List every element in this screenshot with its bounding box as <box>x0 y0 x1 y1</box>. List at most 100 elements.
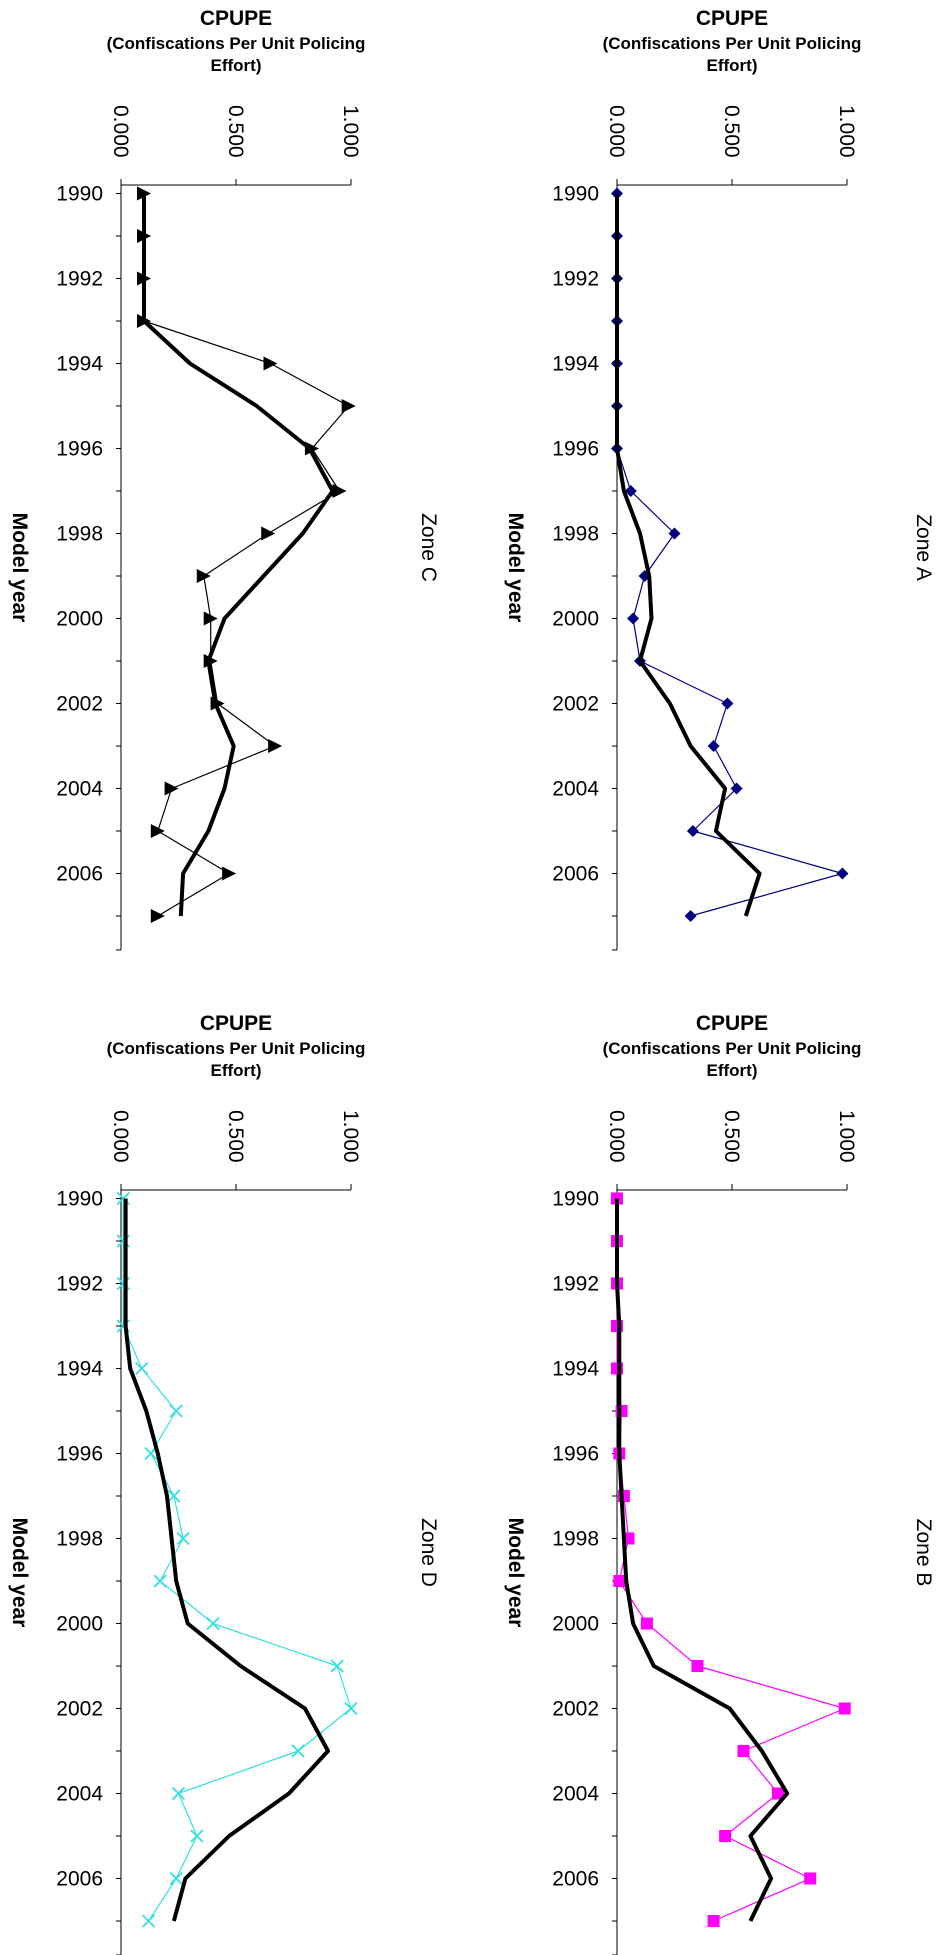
data-point-marker <box>668 527 681 540</box>
cpupe-tick-label: 1.000 <box>835 1110 858 1163</box>
year-tick-label: 2002 <box>56 1698 103 1721</box>
year-tick-label: 1990 <box>56 183 103 206</box>
data-point-marker <box>196 569 211 583</box>
year-tick-label: 1992 <box>552 268 599 291</box>
year-tick-label: 1996 <box>552 1443 599 1466</box>
data-point-marker <box>332 484 347 498</box>
year-axis-title: Model year <box>504 1518 527 1628</box>
data-point-marker <box>684 910 697 922</box>
zone-label: Zone D <box>417 1518 440 1587</box>
data-point-marker <box>721 697 734 710</box>
data-point-marker <box>624 485 637 497</box>
data-point-marker <box>167 1489 181 1503</box>
data-point-marker <box>206 1616 220 1631</box>
cpupe-axis-title: CPUPE <box>200 1012 272 1035</box>
year-tick-label: 1998 <box>56 1528 103 1551</box>
year-tick-label: 1990 <box>552 183 599 206</box>
year-tick-label: 1994 <box>552 353 599 376</box>
data-point-marker <box>613 1575 626 1587</box>
year-axis-title: Model year <box>8 513 31 623</box>
model-fit-line <box>615 1198 790 1922</box>
data-point-marker <box>804 1872 817 1885</box>
data-point-marker <box>836 867 849 880</box>
data-point-marker <box>341 399 356 413</box>
cpupe-axis-subtitle: (Confiscations Per Unit Policing Effort) <box>603 1039 862 1080</box>
year-tick-label: 2000 <box>552 1613 599 1636</box>
data-point-marker <box>707 740 720 752</box>
year-tick-label: 2006 <box>56 863 103 886</box>
data-point-marker <box>150 824 165 838</box>
observed-series-line <box>616 193 844 917</box>
year-tick-label: 1992 <box>56 268 103 291</box>
year-axis-title: Model year <box>8 1518 31 1628</box>
data-point-marker <box>691 1660 704 1672</box>
year-tick-label: 1994 <box>56 353 103 376</box>
data-point-marker <box>222 866 237 881</box>
observed-series-line <box>122 1198 352 1922</box>
cpupe-tick-label: 1.000 <box>835 105 858 158</box>
year-tick-label: 1990 <box>56 1188 103 1211</box>
year-tick-label: 1998 <box>552 1528 599 1551</box>
data-point-marker <box>268 739 283 753</box>
year-tick-label: 2000 <box>56 1613 103 1636</box>
year-tick-label: 1992 <box>56 1273 103 1296</box>
cpupe-axis-title: CPUPE <box>696 1012 768 1035</box>
panel-zone-c: 0.000 0.500 1.000 1990 1992 1994 1996 1998 2000 2… <box>8 7 440 951</box>
data-point-marker <box>719 1830 732 1842</box>
data-point-marker <box>150 909 165 923</box>
year-tick-label: 1994 <box>56 1358 103 1381</box>
data-point-marker <box>263 356 278 371</box>
model-fit-line <box>142 193 335 917</box>
cpupe-axis-subtitle: (Confiscations Per Unit Policing Effort) <box>107 34 366 75</box>
year-tick-label: 1996 <box>552 438 599 461</box>
year-tick-label: 1992 <box>552 1273 599 1296</box>
cpupe-tick-label: 0.000 <box>605 1110 628 1163</box>
observed-series-line <box>616 1198 846 1922</box>
data-point-marker <box>838 1702 851 1715</box>
cpupe-tick-label: 0.500 <box>720 105 743 158</box>
data-point-marker <box>772 1787 784 1800</box>
data-point-marker <box>135 1361 149 1376</box>
cpupe-tick-label: 0.500 <box>720 1110 743 1163</box>
data-point-marker <box>330 1659 344 1673</box>
year-tick-label: 2004 <box>552 1783 599 1806</box>
data-point-marker <box>291 1744 305 1758</box>
data-point-marker <box>707 1915 720 1927</box>
data-point-marker <box>153 1574 167 1588</box>
cpupe-axis-subtitle: (Confiscations Per Unit Policing Effort) <box>603 34 862 75</box>
data-point-marker <box>203 611 218 626</box>
model-fit-line <box>123 1198 330 1922</box>
data-point-marker <box>176 1531 190 1546</box>
year-tick-label: 2002 <box>56 693 103 716</box>
year-tick-label: 2006 <box>56 1868 103 1891</box>
panel-zone-d: 0.000 0.500 1.000 1990 1992 1994 1996 1998 2000 2… <box>8 1012 440 1955</box>
cpupe-tick-label: 1.000 <box>339 1110 362 1163</box>
year-tick-label: 2006 <box>552 863 599 886</box>
cpupe-tick-label: 0.000 <box>605 105 628 158</box>
cpupe-axis-title: CPUPE <box>200 7 272 30</box>
year-tick-label: 1998 <box>552 523 599 546</box>
year-tick-label: 1996 <box>56 438 103 461</box>
year-tick-label: 2006 <box>552 1868 599 1891</box>
cpupe-tick-label: 0.500 <box>224 105 247 158</box>
year-tick-label: 2004 <box>56 1783 103 1806</box>
data-point-marker <box>627 612 640 625</box>
year-tick-label: 2000 <box>56 608 103 631</box>
data-point-marker <box>169 1404 183 1418</box>
observed-series-line <box>143 193 350 917</box>
data-point-marker <box>190 1829 204 1843</box>
year-tick-label: 1996 <box>56 1443 103 1466</box>
data-point-marker <box>261 526 276 541</box>
model-fit-line <box>615 193 762 917</box>
data-point-marker <box>171 1786 186 1801</box>
data-point-marker <box>141 1914 156 1928</box>
data-point-marker <box>640 1617 653 1630</box>
year-tick-label: 2002 <box>552 693 599 716</box>
cpupe-tick-label: 0.500 <box>224 1110 247 1163</box>
zone-label: Zone A <box>912 514 935 581</box>
panel-zone-a: 0.000 0.500 1.000 1990 1992 1994 1996 1998 2000 2… <box>504 7 935 951</box>
data-point-marker <box>344 1701 358 1716</box>
year-tick-label: 1998 <box>56 523 103 546</box>
year-tick-label: 2004 <box>56 778 103 801</box>
